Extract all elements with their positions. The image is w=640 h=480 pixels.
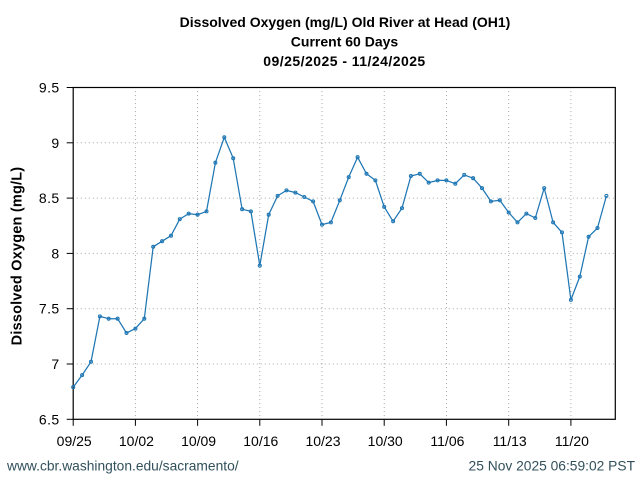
- svg-text:10/23: 10/23: [305, 433, 340, 449]
- svg-text:11/06: 11/06: [430, 433, 464, 449]
- svg-text:www.cbr.washington.edu/sacrame: www.cbr.washington.edu/sacramento/: [6, 459, 239, 474]
- svg-text:8.5: 8.5: [39, 190, 60, 206]
- svg-text:09/25/2025 - 11/24/2025: 09/25/2025 - 11/24/2025: [263, 53, 425, 69]
- svg-text:Current 60 Days: Current 60 Days: [291, 34, 399, 50]
- svg-text:10/30: 10/30: [368, 433, 403, 449]
- svg-text:10/09: 10/09: [181, 433, 216, 449]
- svg-text:Dissolved Oxygen (mg/L) Old Ri: Dissolved Oxygen (mg/L) Old River at Hea…: [180, 14, 511, 30]
- svg-text:25 Nov 2025 06:59:02 PST: 25 Nov 2025 06:59:02 PST: [469, 459, 636, 474]
- svg-text:7.5: 7.5: [39, 301, 60, 317]
- svg-text:10/16: 10/16: [243, 433, 278, 449]
- svg-text:11/20: 11/20: [555, 433, 589, 449]
- svg-text:Dissolved Oxygen (mg/L): Dissolved Oxygen (mg/L): [10, 167, 26, 346]
- svg-text:10/02: 10/02: [119, 433, 154, 449]
- svg-text:09/25: 09/25: [57, 433, 92, 449]
- svg-text:11/13: 11/13: [493, 433, 527, 449]
- svg-text:7: 7: [51, 356, 59, 372]
- svg-text:9.5: 9.5: [39, 80, 60, 96]
- svg-text:9: 9: [51, 135, 59, 151]
- svg-text:6.5: 6.5: [39, 411, 60, 427]
- svg-text:8: 8: [51, 245, 59, 261]
